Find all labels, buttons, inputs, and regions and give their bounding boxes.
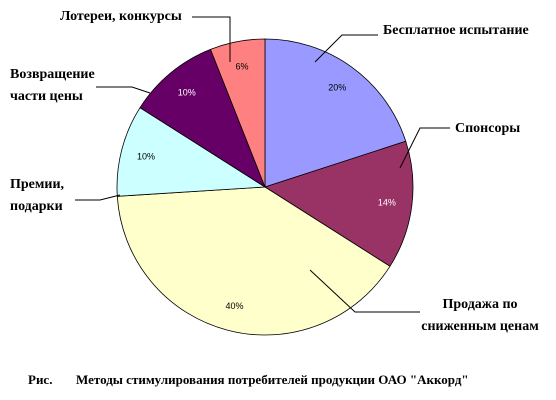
category-label: Спонсоры [455,121,520,136]
value-label: 14% [378,197,396,207]
leader-line [399,127,450,169]
chart-title: Методы стимулирования потребителей проду… [76,372,469,387]
category-label: Лотереи, конкурсы [60,9,182,24]
value-label: 40% [225,301,243,311]
pie-slice [116,107,267,197]
category-label: Бесплатное испытание [383,23,529,38]
pie-slice [139,48,266,188]
value-label: 6% [235,61,248,71]
pie-slice [209,38,266,188]
value-label: 20% [328,83,346,93]
figure-label: Рис. [28,372,52,387]
leader-line [96,86,151,94]
category-label: Премии, подарки [10,177,64,214]
leader-line [75,194,121,201]
pie-slice [116,186,391,336]
value-label: 10% [137,151,155,161]
pie-slice [264,140,414,267]
category-label: Продажа по сниженным ценам [421,297,539,334]
leader-line [309,269,420,313]
leader-line [192,16,231,62]
value-label: 10% [178,87,196,97]
pie-slice [264,38,407,188]
category-label: Возвращение части цены [10,67,95,104]
leader-line [314,34,378,63]
